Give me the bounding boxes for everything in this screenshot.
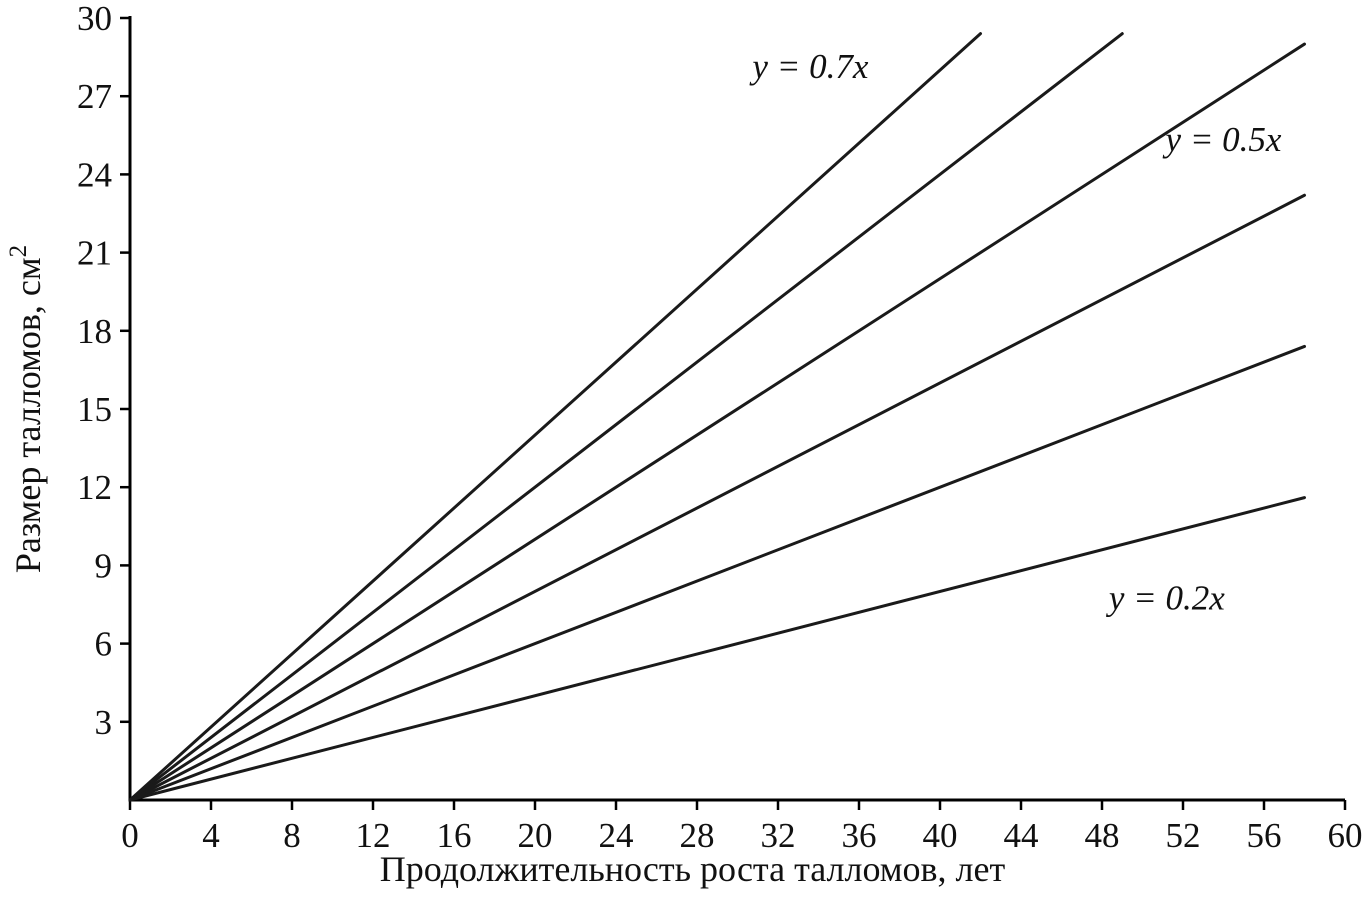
chart-line [128,42,1306,802]
x-tick-label: 44 [1004,816,1039,855]
line-annotation: y = 0.5x [1163,120,1282,159]
x-tick-label: 40 [923,816,958,855]
x-tick-label: 32 [761,816,796,855]
x-tick-label: 8 [283,816,301,855]
x-tick-label: 16 [437,816,472,855]
x-tick-label: 20 [518,816,553,855]
y-tick-label: 24 [77,155,112,194]
x-tick-label: 24 [599,816,634,855]
x-tick-label: 36 [842,816,877,855]
x-tick-label: 60 [1328,816,1363,855]
x-tick-label: 48 [1085,816,1120,855]
y-tick-label: 15 [77,390,112,429]
x-tick-label: 12 [356,816,391,855]
y-tick-label: 9 [95,546,113,585]
y-axis-title-superscript: 2 [5,245,32,258]
x-axis-title: Продолжительность роста талломов, лет [380,849,1006,889]
chart-line [128,32,982,802]
y-tick-label: 21 [77,234,112,273]
chart-line [128,193,1306,802]
x-tick-label: 56 [1247,816,1282,855]
y-tick-label: 3 [95,703,113,742]
y-tick-label: 30 [77,0,112,38]
x-tick-label: 28 [680,816,715,855]
y-tick-label: 27 [77,77,112,116]
chart-line [128,496,1306,802]
x-tick-label: 4 [202,816,220,855]
y-tick-label: 12 [77,468,112,507]
x-tick-label: 52 [1166,816,1201,855]
y-axis-title: Размер талломов, см2 [5,245,48,573]
y-axis-title-text: Размер талломов, см [8,257,48,573]
y-tick-label: 18 [77,312,112,351]
line-annotation: y = 0.2x [1106,579,1225,618]
x-tick-label: 0 [121,816,139,855]
chart-line [128,344,1306,802]
line-annotation: y = 0.7x [749,47,868,86]
y-tick-label: 6 [95,625,113,664]
chart-line [128,32,1124,802]
